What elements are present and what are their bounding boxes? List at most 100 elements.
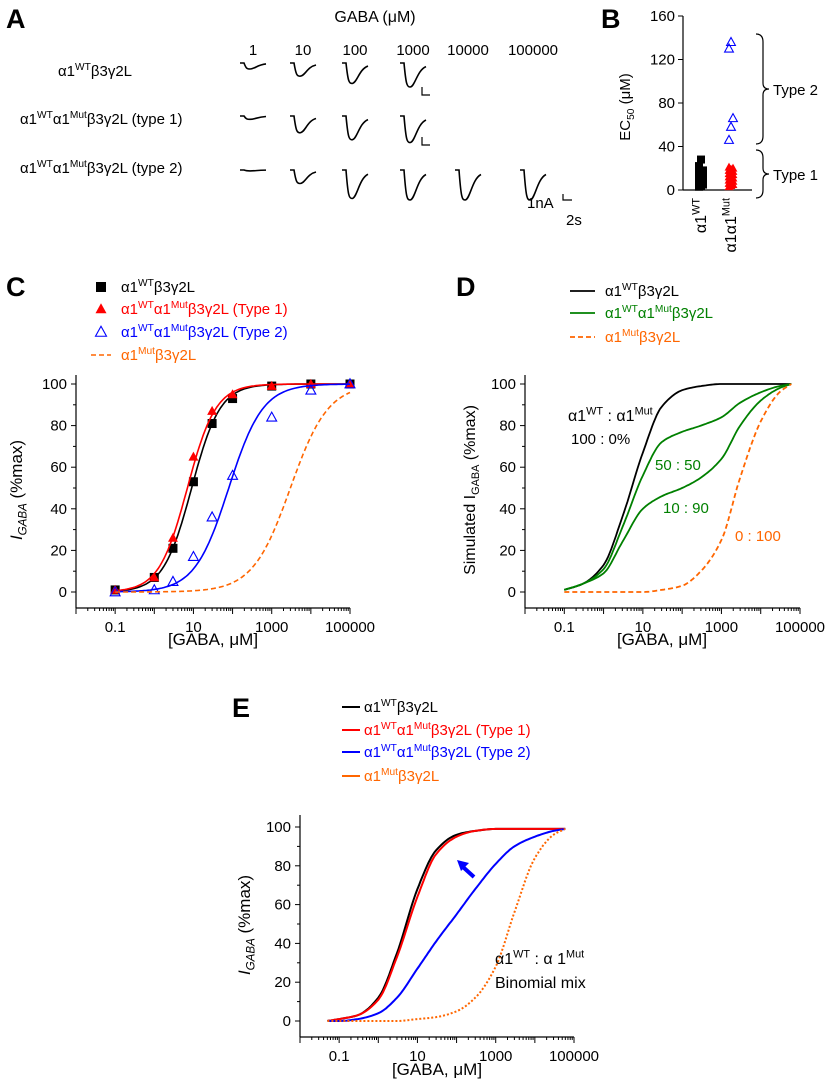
label-part: α1 [20,160,37,177]
label-part: WT [138,323,154,334]
label-part: GABA [470,464,482,495]
simulated-curve [564,383,792,591]
concentration-label: 1000 [396,42,429,59]
ec50-point [725,121,737,131]
type2-brace [755,33,770,145]
label-part: α1 [121,279,138,296]
data-point [168,543,178,553]
y-axis-title: IGABA (%max) [7,440,29,540]
label-part: Mut [138,346,155,357]
x-axis-title: [GABA, μM] [617,630,707,649]
label-part: WT [37,110,53,121]
label-part: Mut [70,110,87,121]
panel-a: A GABA (μM)1 10 100 1000 10000 100000α1WTβ3γ2L… [6,4,582,229]
x-tick-label: 100000 [549,1048,599,1065]
label-part: Mut [721,198,733,216]
y-tick-label: 0 [508,584,516,601]
scale-bar [562,194,572,201]
legend-label: α1Mutβ3γ2L [121,346,196,364]
x-tick-label: 1000 [479,1048,512,1065]
legend-swatch [96,282,106,292]
label-part: α1 [638,305,655,322]
label-part: Mut [566,949,584,961]
label-part: Mut [635,406,653,418]
y-tick-label: 60 [50,459,67,476]
label-part: α1 [121,301,138,318]
data-point [265,410,278,422]
data-point [188,477,198,487]
label-part: α1 [364,744,381,761]
category-label: α1α1Mut [721,198,740,252]
data-point [187,550,200,562]
data-point [167,575,179,586]
current-trace [290,115,317,134]
y-tick-label: 80 [499,418,516,435]
ratio-label: 100 : 0% [571,431,630,448]
fit-curve [115,383,350,593]
x-tick-label: 100000 [775,619,825,636]
legend-label: α1WTα1Mutβ3γ2L (Type 1) [364,721,531,739]
label-part: EC [617,120,634,141]
label-part: α1 [364,768,381,785]
x-tick-label: 10 [635,619,652,636]
x-tick-label: 0.1 [554,619,575,636]
y-tick-label: 20 [499,542,516,559]
mix-curve [327,827,566,1022]
legend-label: α1WTα1Mutβ3γ2L (Type 2) [364,743,531,761]
label-part: WT [381,698,397,709]
category-label: α1WT [691,198,710,233]
label-part: Simulated I [462,495,479,575]
current-trace [400,169,427,201]
ratio-label: 10 : 90 [663,500,709,517]
label-part: (μM) [617,73,634,108]
label-part: α1 [568,408,586,425]
legend-label: α1WTβ3γ2L [605,282,679,300]
x-axis-title: [GABA, μM] [392,1060,482,1079]
label-part: 50 [626,108,637,120]
ec50-point [725,36,737,47]
ratio-header: α1WT : α1Mut [568,406,653,425]
label-part: β3γ2L [155,347,196,364]
label-part: α1 [121,324,138,341]
label-part: α1 [121,347,138,364]
x-tick-label: 1000 [705,619,738,636]
label-part: α1 [693,215,710,233]
scale-bar-mark [421,137,430,146]
ratio-label: 0 : 100 [735,528,781,545]
y-tick-label: 40 [50,501,67,518]
label-part: α1 [495,951,513,968]
y-tick-label: 20 [274,974,291,991]
fit-curve [115,391,351,593]
scale-bar-mark [421,87,430,96]
y-tick-label: 100 [266,819,291,836]
label-part: : α 1 [530,951,566,968]
legend-swatch [94,325,108,337]
panel-letter: B [601,4,621,34]
label-part: β3γ2L (Type 2) [188,324,288,341]
label-part: WT [37,159,53,170]
y-tick-label: 40 [499,501,516,518]
data-point [344,377,356,389]
label-part: β3γ2L (Type 1) [188,301,288,318]
data-point [227,389,238,399]
label-part: α1 [397,744,414,761]
x-tick-label: 1000 [255,619,288,636]
label-part: WT [381,721,397,732]
panel-letter: E [232,693,250,723]
ec50-point [723,134,735,144]
simulated-curve [564,383,792,591]
y-axis-title: Simulated IGABA (%max) [462,405,482,575]
row-label: α1WTβ3γ2L [58,62,132,80]
mix-annotation: Binomial mix [495,975,586,992]
legend-label: α1WTβ3γ2L [121,278,195,296]
concentration-label: 10000 [447,42,489,59]
label-part: Mut [70,159,87,170]
label-part: Mut [381,767,398,778]
legend-label: α1WTα1Mutβ3γ2L [605,304,713,322]
label-part: α1 [397,722,414,739]
y-tick-label: 100 [42,376,67,393]
label-part: (%max) [235,875,254,938]
